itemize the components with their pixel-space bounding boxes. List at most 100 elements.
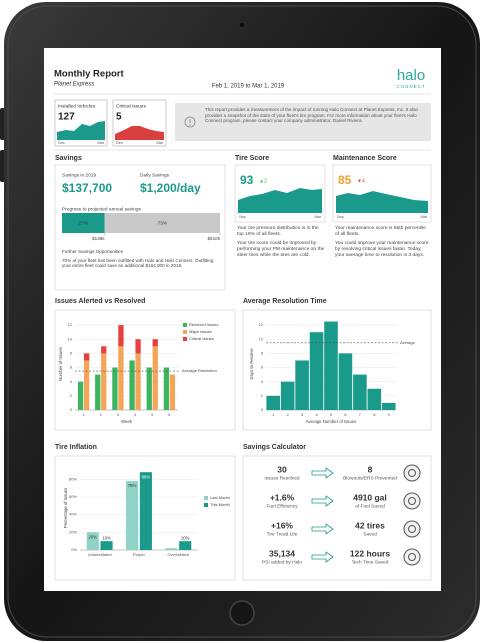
arrow (311, 467, 334, 479)
tire-text: Your tire pressure distribution is in th… (237, 226, 325, 262)
info-icon (184, 116, 196, 128)
spark-end: Mar (314, 215, 321, 219)
x-tick-label: 2 (287, 412, 290, 417)
section-title: Savings (55, 155, 82, 162)
bar (135, 339, 141, 354)
y-tick-label: 12 (259, 322, 264, 327)
score-sparkline (336, 191, 428, 213)
kpi-label: Installed Vehicles (58, 103, 96, 109)
logo-sub: CONNECT (396, 84, 425, 89)
y-tick-label: 8 (261, 350, 264, 355)
section-title: Maintenance Score (333, 155, 397, 162)
bar (83, 360, 90, 410)
y-tick-label: 60% (69, 494, 77, 499)
calc-value: +16% (271, 520, 293, 530)
savings-label: Daily Savings (140, 172, 170, 178)
calc-value: +1.6% (270, 492, 295, 502)
kpi-sparkline (115, 126, 164, 140)
bar (179, 541, 192, 550)
score-change: ▲2 (259, 178, 267, 184)
info-box (175, 103, 431, 141)
camera (238, 21, 246, 29)
x-tick-label: 2 (100, 412, 103, 417)
bar (353, 374, 367, 410)
y-tick-label: 8 (70, 350, 73, 355)
y-tick-label: 6 (70, 365, 73, 370)
spark-start: Sep (337, 215, 344, 219)
section-title: Savings Calculator (243, 444, 306, 451)
score: 85 (338, 173, 352, 187)
y-axis-label: Number of Issues (58, 347, 63, 381)
y-tick-label: 10 (68, 336, 73, 341)
calc-icon (403, 464, 421, 482)
value-label: 78% (128, 483, 137, 488)
legend-label: Last Month (210, 495, 230, 500)
further-text: 70% of your fleet has been outfitted wit… (62, 257, 214, 269)
calc-result: 8 (368, 464, 373, 474)
spark-end: Mar (420, 215, 427, 219)
progress-bar: 27% $138k 73% $510k (62, 213, 221, 241)
score-sparkline (238, 188, 322, 213)
maintenance-text: Your maintenance score is 55th percentil… (335, 226, 429, 262)
paragraph: Your tire score could be improved by per… (237, 241, 325, 258)
bar (129, 360, 135, 410)
legend-swatch (183, 323, 187, 327)
x-tick-label: 8 (373, 412, 376, 417)
bar (152, 339, 158, 347)
bar (367, 388, 382, 410)
bar (77, 381, 84, 410)
y-tick-label: 20% (69, 529, 77, 534)
y-tick-label: 12 (68, 322, 73, 327)
x-tick-label: 3 (117, 412, 120, 417)
kpi-end: Mar (156, 141, 163, 145)
bar (169, 374, 176, 410)
bar (309, 332, 324, 410)
savings-label: Savings in 2019 (62, 172, 96, 178)
legend-swatch (183, 330, 187, 334)
x-tick-label: 1 (82, 412, 85, 417)
further-savings: Further Savings Opportunities 70% of you… (62, 249, 220, 272)
report-title: Monthly Report (54, 69, 124, 80)
tablet-bezel (7, 5, 477, 638)
kpi-value: 5 (116, 112, 122, 123)
section-title: Issues Alerted vs Resolved (55, 298, 145, 305)
calc-icon (403, 520, 421, 538)
bar (280, 381, 295, 410)
progress-segment (62, 213, 105, 233)
x-tick-label: 1 (272, 412, 275, 417)
score: 93 (240, 173, 254, 187)
y-tick-label: 6 (261, 365, 264, 370)
x-tick-label: 6 (344, 412, 347, 417)
calc-label: Issues Resolved (264, 475, 300, 481)
score-change: ▼4 (357, 178, 365, 184)
calc-icon (408, 553, 416, 561)
legend-label: Resolved Issues (189, 322, 218, 327)
paragraph: Your tire pressure distribution is in th… (237, 226, 319, 237)
side-button (0, 108, 5, 140)
bar (163, 367, 170, 410)
kpi-end: Mar (97, 141, 104, 145)
spark-start: Sep (239, 215, 246, 219)
logo: halo (397, 67, 425, 84)
progress-tick: $138k (92, 236, 105, 241)
calc-icon (408, 497, 416, 505)
bar (146, 367, 152, 410)
section-title: Tire Score (235, 155, 269, 162)
y-tick-label: 2 (70, 393, 73, 398)
y-tick-label: 0 (70, 407, 73, 412)
calc-result-label: of Fuel Saved (355, 503, 385, 509)
panel (242, 455, 432, 581)
bar (126, 481, 139, 550)
bar (295, 360, 309, 410)
calc-value: 30 (277, 464, 287, 474)
kpi-start: Dec (58, 141, 65, 145)
legend-swatch (204, 496, 208, 500)
progress-tick: $510k (207, 236, 220, 241)
home-button[interactable] (229, 600, 255, 626)
legend-swatch (204, 503, 208, 507)
calc-icon (408, 469, 416, 477)
legend-label: Major Issues (189, 329, 212, 334)
